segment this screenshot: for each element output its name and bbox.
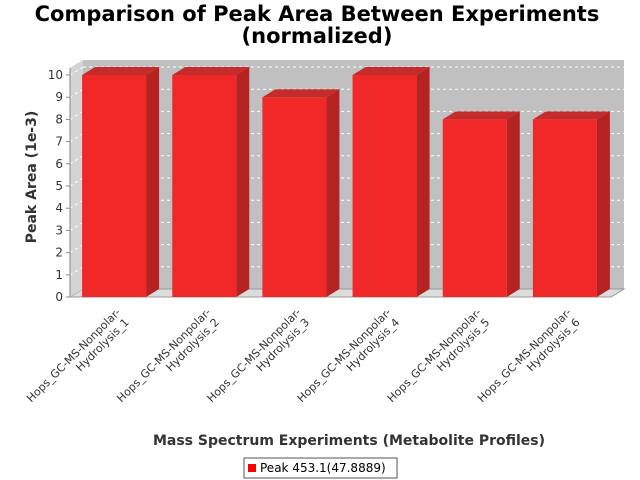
y-tick-label: 8 xyxy=(55,112,63,126)
bar-front xyxy=(532,119,597,298)
y-axis-ticks: 0 1 2 3 4 5 6 7 8 9 10 xyxy=(48,68,71,304)
x-category-label-line: Hops_GC-MS-Nonpolar- xyxy=(114,306,213,405)
chart-title: Comparison of Peak Area Between Experime… xyxy=(35,2,600,48)
bar xyxy=(532,111,610,298)
bar-front xyxy=(262,97,327,297)
bar xyxy=(442,111,520,298)
bar-top xyxy=(262,89,340,98)
x-category-label: Hops_GC-MS-Nonpolar-Hydrolysis_6 xyxy=(475,306,583,414)
bar-top xyxy=(532,111,610,120)
bar-side xyxy=(146,67,160,297)
bar-top xyxy=(172,67,250,75)
bar-front xyxy=(82,75,147,297)
bar-top xyxy=(442,111,520,120)
bar-side xyxy=(416,67,430,297)
y-axis-title: Peak Area (1e-3) xyxy=(24,111,40,244)
bar-top xyxy=(82,67,160,75)
chart-title-line-2: (normalized) xyxy=(242,24,393,48)
gridline-side xyxy=(69,88,84,98)
gridline-side xyxy=(69,244,84,254)
bar xyxy=(82,67,160,297)
bar-top xyxy=(352,67,430,75)
chart-title-line-1: Comparison of Peak Area Between Experime… xyxy=(35,2,600,26)
gridline-side xyxy=(69,199,84,209)
bar xyxy=(172,67,250,297)
bar-front xyxy=(172,75,237,297)
x-category-label-line: Hops_GC-MS-Nonpolar- xyxy=(295,306,394,405)
legend-label: Peak 453.1(47.8889) xyxy=(260,461,386,475)
legend-swatch xyxy=(248,464,256,472)
legend: Peak 453.1(47.8889) xyxy=(243,457,398,479)
bar-side xyxy=(596,111,610,298)
plot-left-wall xyxy=(70,60,83,297)
gridline-side xyxy=(69,221,84,231)
y-tick-label: 3 xyxy=(55,223,63,237)
gridline-side xyxy=(69,155,84,165)
gridline-side xyxy=(69,177,84,187)
bar xyxy=(262,89,340,297)
y-tick-label: 9 xyxy=(55,90,63,104)
x-category-label-line: Hops_GC-MS-Nonpolar- xyxy=(385,306,484,405)
x-axis-categories: Hops_GC-MS-Nonpolar-Hydrolysis_1Hops_GC-… xyxy=(24,306,583,414)
gridline-side xyxy=(69,266,84,276)
bar-side xyxy=(236,67,250,297)
gridline-side xyxy=(69,133,84,143)
x-axis-title: Mass Spectrum Experiments (Metabolite Pr… xyxy=(153,433,545,449)
y-tick-label: 2 xyxy=(55,246,63,260)
y-tick-label: 10 xyxy=(48,68,63,82)
y-tick-label: 0 xyxy=(55,290,63,304)
bar xyxy=(352,67,430,297)
gridline-side xyxy=(69,110,84,120)
y-tick-label: 5 xyxy=(55,179,63,193)
bar-side xyxy=(326,89,340,297)
y-tick-label: 4 xyxy=(55,201,63,215)
bar-series xyxy=(82,67,610,298)
x-category-label-line: Hops_GC-MS-Nonpolar- xyxy=(204,306,303,405)
x-category-label-line: Hops_GC-MS-Nonpolar- xyxy=(475,306,574,405)
gridline-side xyxy=(69,66,84,76)
y-tick-label: 6 xyxy=(55,157,63,171)
x-category-label-line: Hops_GC-MS-Nonpolar- xyxy=(24,306,123,405)
bar-side xyxy=(506,111,520,298)
bar-front xyxy=(352,75,417,297)
legend-box xyxy=(243,457,398,479)
bar-front xyxy=(442,119,507,298)
y-tick-label: 7 xyxy=(55,135,63,149)
y-tick-label: 1 xyxy=(55,268,63,282)
